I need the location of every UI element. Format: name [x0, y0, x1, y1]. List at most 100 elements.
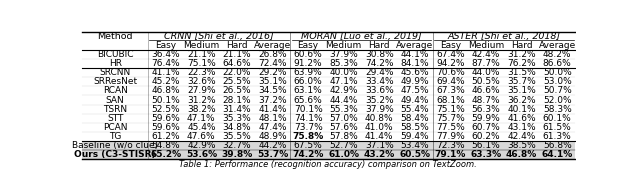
Text: 32.7%: 32.7%	[223, 141, 252, 150]
Text: 60.5%: 60.5%	[399, 150, 430, 159]
Text: 42.9%: 42.9%	[330, 86, 358, 95]
Text: 37.1%: 37.1%	[365, 141, 394, 150]
Text: SRResNet: SRResNet	[93, 77, 137, 86]
Text: 86.6%: 86.6%	[543, 59, 572, 68]
Text: 41.4%: 41.4%	[365, 132, 394, 141]
Text: 35.3%: 35.3%	[223, 114, 252, 123]
Text: 44.1%: 44.1%	[401, 50, 429, 59]
Text: 65.2%: 65.2%	[150, 150, 181, 159]
Text: 61.2%: 61.2%	[152, 132, 180, 141]
Text: 49.9%: 49.9%	[401, 77, 429, 86]
Text: 43.2%: 43.2%	[364, 150, 395, 159]
Text: 76.4%: 76.4%	[152, 59, 180, 68]
Text: 39.8%: 39.8%	[221, 150, 253, 159]
Text: 44.2%: 44.2%	[259, 141, 287, 150]
Text: Average: Average	[254, 41, 291, 50]
Text: 52.7%: 52.7%	[330, 141, 358, 150]
Text: 60.6%: 60.6%	[294, 50, 323, 59]
Text: 47.6%: 47.6%	[187, 132, 216, 141]
Text: 46.8%: 46.8%	[506, 150, 537, 159]
Text: TG: TG	[109, 132, 122, 141]
Text: 34.8%: 34.8%	[223, 123, 252, 132]
Bar	[83, 141, 575, 150]
Text: 30.8%: 30.8%	[365, 50, 394, 59]
Text: 46.6%: 46.6%	[472, 86, 500, 95]
Text: 70.6%: 70.6%	[436, 68, 465, 77]
Text: 32.6%: 32.6%	[187, 77, 216, 86]
Text: 57.8%: 57.8%	[330, 132, 358, 141]
Text: 76.2%: 76.2%	[508, 59, 536, 68]
Text: STT: STT	[107, 114, 124, 123]
Text: Easy: Easy	[155, 41, 176, 50]
Text: 44.4%: 44.4%	[330, 96, 358, 104]
Text: 22.0%: 22.0%	[223, 68, 251, 77]
Text: 41.0%: 41.0%	[365, 123, 394, 132]
Text: 56.8%: 56.8%	[543, 141, 572, 150]
Text: CRNN [Shi et al., 2016]: CRNN [Shi et al., 2016]	[164, 32, 274, 41]
Text: TSRN: TSRN	[103, 105, 127, 114]
Text: 25.5%: 25.5%	[223, 77, 252, 86]
Text: 28.1%: 28.1%	[223, 96, 252, 104]
Text: 38.5%: 38.5%	[508, 141, 536, 150]
Text: 35.2%: 35.2%	[365, 96, 394, 104]
Text: 36.4%: 36.4%	[152, 50, 180, 59]
Text: 49.4%: 49.4%	[401, 96, 429, 104]
Text: 36.2%: 36.2%	[508, 96, 536, 104]
Text: Ours (C3-STISR): Ours (C3-STISR)	[74, 150, 156, 159]
Text: 60.1%: 60.1%	[543, 114, 572, 123]
Text: 72.4%: 72.4%	[259, 59, 287, 68]
Text: 50.0%: 50.0%	[543, 68, 572, 77]
Text: 85.3%: 85.3%	[330, 59, 358, 68]
Text: 63.1%: 63.1%	[294, 86, 323, 95]
Text: HR: HR	[109, 59, 122, 68]
Text: 77.5%: 77.5%	[436, 123, 465, 132]
Text: Table 1: Performance (recognition accuracy) comparison on TextZoom.: Table 1: Performance (recognition accura…	[179, 160, 477, 169]
Text: 75.1%: 75.1%	[187, 59, 216, 68]
Text: 48.1%: 48.1%	[258, 114, 287, 123]
Text: 35.1%: 35.1%	[508, 86, 536, 95]
Text: 35.1%: 35.1%	[258, 77, 287, 86]
Text: 35.5%: 35.5%	[223, 132, 252, 141]
Text: 72.3%: 72.3%	[436, 141, 465, 150]
Text: 48.2%: 48.2%	[543, 50, 572, 59]
Text: 64.1%: 64.1%	[541, 150, 573, 159]
Text: 42.9%: 42.9%	[187, 141, 216, 150]
Text: 35.7%: 35.7%	[508, 77, 536, 86]
Text: 79.1%: 79.1%	[435, 150, 466, 159]
Text: 48.9%: 48.9%	[258, 132, 287, 141]
Text: 68.1%: 68.1%	[436, 96, 465, 104]
Text: Easy: Easy	[298, 41, 319, 50]
Text: PCAN: PCAN	[103, 123, 127, 132]
Text: 41.1%: 41.1%	[152, 68, 180, 77]
Text: 26.5%: 26.5%	[223, 86, 252, 95]
Text: 75.1%: 75.1%	[436, 105, 465, 114]
Text: 59.9%: 59.9%	[472, 114, 500, 123]
Text: 37.2%: 37.2%	[258, 96, 287, 104]
Text: 73.7%: 73.7%	[294, 123, 323, 132]
Text: MORAN [Luo et al., 2019]: MORAN [Luo et al., 2019]	[301, 32, 422, 41]
Text: 84.1%: 84.1%	[401, 59, 429, 68]
Bar	[83, 150, 575, 159]
Text: 41.4%: 41.4%	[259, 105, 287, 114]
Text: 22.3%: 22.3%	[187, 68, 216, 77]
Text: 45.6%: 45.6%	[401, 68, 429, 77]
Text: 33.6%: 33.6%	[365, 86, 394, 95]
Text: 47.5%: 47.5%	[401, 86, 429, 95]
Text: RCAN: RCAN	[103, 86, 127, 95]
Text: 67.4%: 67.4%	[436, 50, 465, 59]
Text: 77.9%: 77.9%	[436, 132, 465, 141]
Text: 29.2%: 29.2%	[259, 68, 287, 77]
Text: Baseline (w/o clue): Baseline (w/o clue)	[72, 141, 158, 150]
Text: 37.9%: 37.9%	[365, 105, 394, 114]
Text: 29.4%: 29.4%	[365, 68, 394, 77]
Text: Hard: Hard	[511, 41, 532, 50]
Text: Medium: Medium	[468, 41, 504, 50]
Text: 69.4%: 69.4%	[436, 77, 465, 86]
Text: 55.3%: 55.3%	[330, 105, 358, 114]
Text: 52.0%: 52.0%	[543, 96, 572, 104]
Text: 44.0%: 44.0%	[472, 68, 500, 77]
Text: 21.1%: 21.1%	[187, 50, 216, 59]
Text: 53.6%: 53.6%	[186, 150, 217, 159]
Text: 67.3%: 67.3%	[436, 86, 465, 95]
Text: 46.8%: 46.8%	[152, 86, 180, 95]
